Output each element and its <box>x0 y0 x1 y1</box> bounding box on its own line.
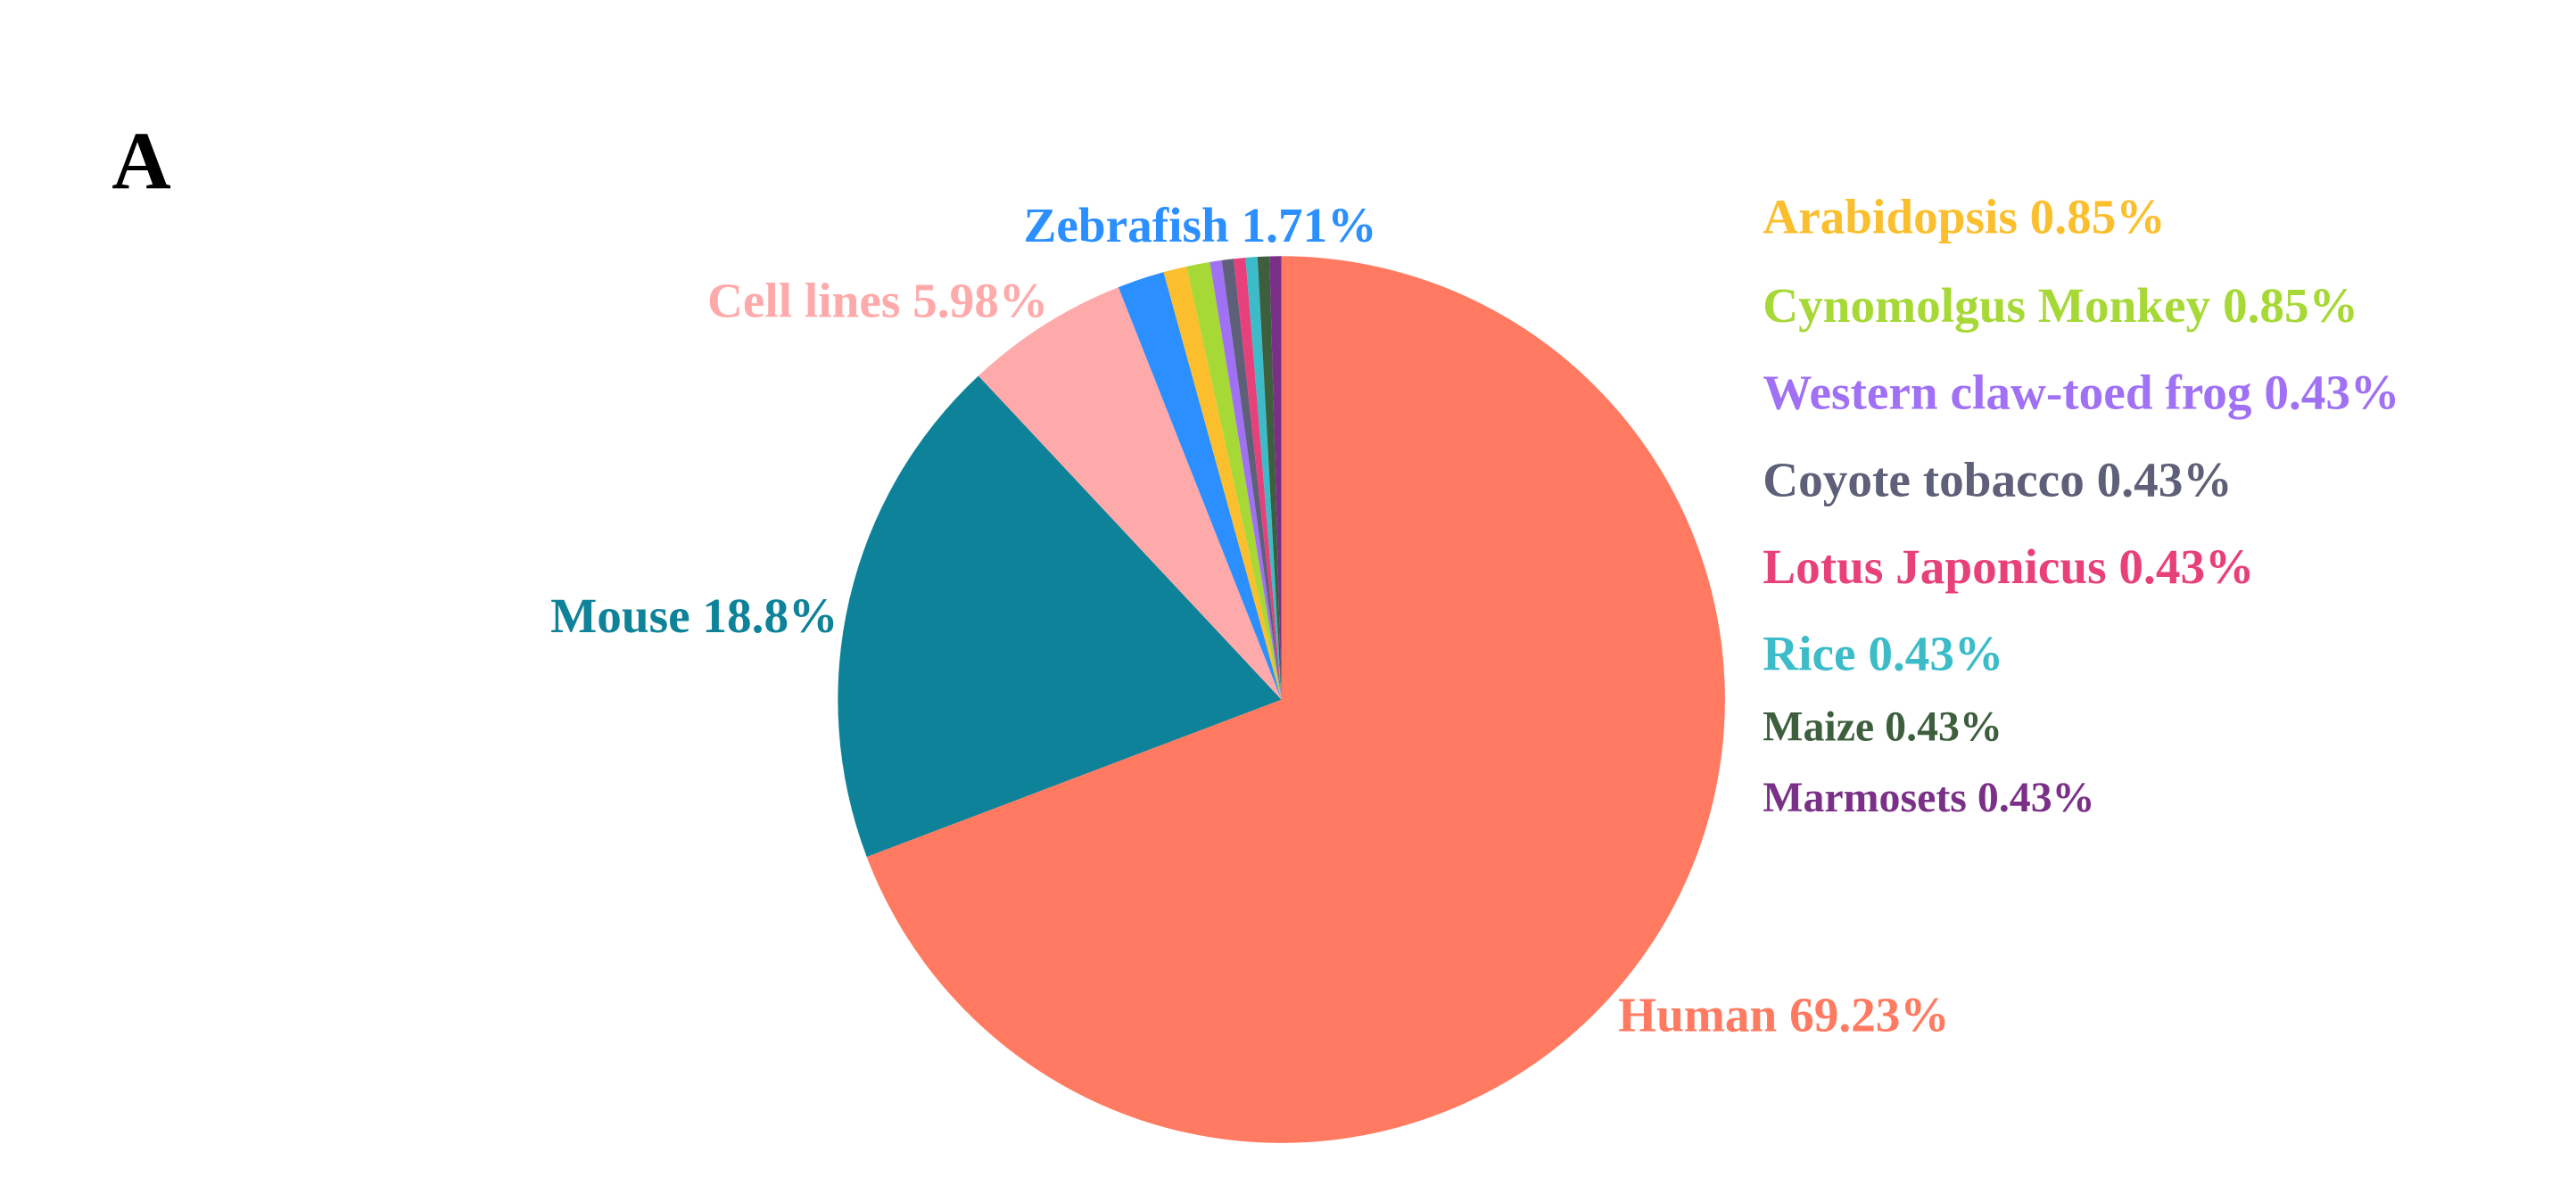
category-name: Maize <box>1763 704 1874 751</box>
pie-slice <box>1210 259 1282 700</box>
pie-slice <box>1269 256 1282 700</box>
pie-slice <box>978 287 1282 700</box>
value-label: 0.43% <box>2118 539 2254 594</box>
value-label: 0.43% <box>2097 452 2233 506</box>
category-name: Marmosets <box>1763 774 1967 821</box>
slice-label: Rice 0.43% <box>1763 626 2003 680</box>
slice-label: Mouse 18.8% <box>550 588 838 643</box>
value-label: 0.43% <box>1868 626 2003 680</box>
value-label: 0.43% <box>1977 774 2095 821</box>
pie-slice <box>1245 257 1282 700</box>
pie-slice <box>1257 256 1282 700</box>
pie-slice <box>1118 272 1282 700</box>
category-name: Cell lines <box>707 273 900 327</box>
value-label: 5.98% <box>912 273 1048 327</box>
category-name: Lotus Japonicus <box>1763 539 2106 594</box>
category-name: Human <box>1618 987 1777 1041</box>
value-label: 0.85% <box>2223 278 2358 333</box>
value-label: 18.8% <box>702 588 838 643</box>
slice-label: Maize 0.43% <box>1763 704 2002 751</box>
value-label: 1.71% <box>1242 198 1377 252</box>
category-name: Mouse <box>550 588 690 643</box>
pie-slice <box>838 375 1282 857</box>
category-name: Western claw-toed frog <box>1763 365 2252 419</box>
slice-label: Western claw-toed frog 0.43% <box>1763 365 2399 419</box>
panel-label: A <box>111 115 171 206</box>
pie-slice <box>1186 261 1282 700</box>
slice-label: Coyote tobacco 0.43% <box>1763 452 2232 506</box>
slice-label: Zebrafish 1.71% <box>1023 198 1376 252</box>
pie-slice <box>1163 266 1282 700</box>
category-name: Cynomolgus Monkey <box>1763 278 2210 333</box>
slice-label: Human 69.23% <box>1618 987 1949 1041</box>
pie-slice <box>1221 259 1282 700</box>
slice-label: Marmosets 0.43% <box>1763 774 2094 821</box>
pie-slice <box>866 256 1725 1143</box>
slice-label: Cell lines 5.98% <box>707 273 1048 327</box>
slice-label: Cynomolgus Monkey 0.85% <box>1763 278 2358 333</box>
category-name: Zebrafish <box>1023 198 1228 252</box>
pie-slice <box>1233 257 1282 700</box>
category-name: Rice <box>1763 626 1855 680</box>
slice-label: Lotus Japonicus 0.43% <box>1763 539 2254 594</box>
pie <box>838 256 1725 1143</box>
labels: Human 69.23% Mouse 18.8% Cell lines 5.98% Z… <box>550 189 2399 1041</box>
value-label: 0.43% <box>1885 704 2002 751</box>
category-name: Coyote tobacco <box>1763 452 2085 506</box>
slice-label: Arabidopsis 0.85% <box>1763 189 2165 243</box>
value-label: 69.23% <box>1789 987 1950 1041</box>
value-label: 0.43% <box>2264 365 2399 419</box>
value-label: 0.85% <box>2030 189 2166 243</box>
category-name: Arabidopsis <box>1763 189 2018 243</box>
